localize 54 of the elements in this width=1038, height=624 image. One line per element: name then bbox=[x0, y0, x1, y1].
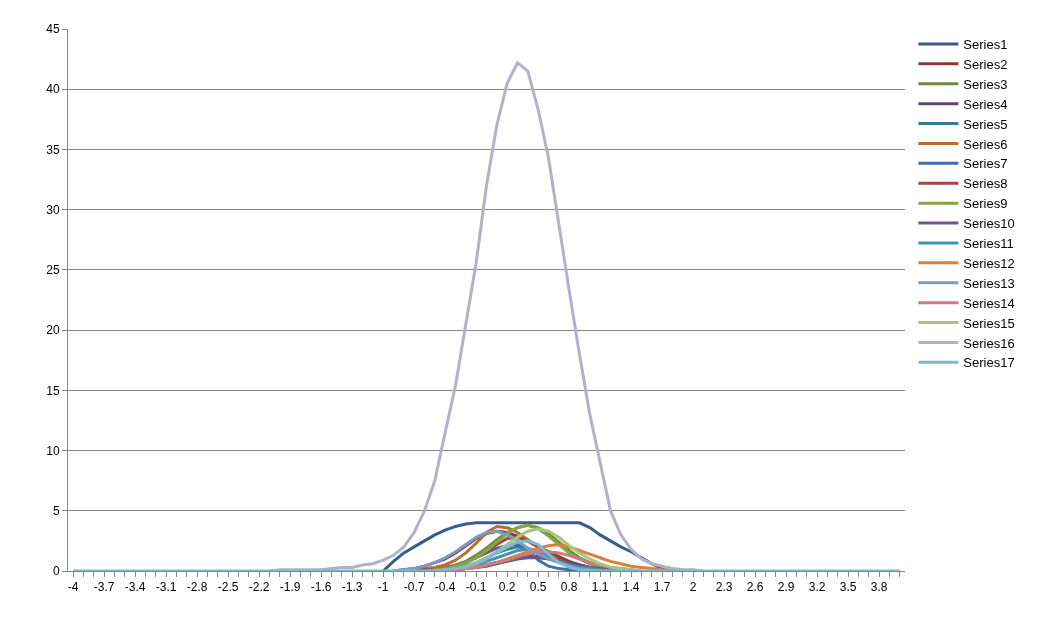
legend-label: Series10 bbox=[963, 216, 1015, 232]
x-tick-label: 3.2 bbox=[808, 580, 826, 595]
x-tick-label: 2.6 bbox=[746, 580, 764, 595]
x-tick-label: -0.1 bbox=[465, 580, 487, 595]
legend-label: Series11 bbox=[963, 236, 1014, 252]
legend-label: Series6 bbox=[963, 136, 1008, 152]
x-tick-label: 1.1 bbox=[591, 580, 609, 595]
x-tick-label: -1 bbox=[377, 580, 389, 595]
x-tick-label: 0.5 bbox=[529, 580, 547, 595]
legend-label: Series5 bbox=[963, 116, 1008, 132]
legend-label: Series8 bbox=[963, 176, 1008, 192]
y-tick-label: 0 bbox=[52, 564, 60, 579]
legend-label: Series15 bbox=[963, 315, 1015, 331]
legend-label: Series1 bbox=[963, 37, 1008, 53]
x-tick-label: 1.7 bbox=[653, 580, 671, 595]
legend-label: Series13 bbox=[963, 275, 1015, 291]
x-tick-label: -2.8 bbox=[186, 580, 208, 595]
legend-label: Series12 bbox=[963, 255, 1015, 271]
x-tick-label: -1.9 bbox=[279, 580, 301, 595]
x-tick-label: -3.7 bbox=[93, 580, 115, 595]
y-tick-label: 5 bbox=[52, 503, 60, 518]
y-tick-label: 35 bbox=[46, 142, 60, 157]
x-tick-label: -0.4 bbox=[434, 580, 456, 595]
x-tick-label: -4 bbox=[67, 580, 79, 595]
x-tick-label: -3.4 bbox=[124, 580, 146, 595]
x-tick-label: -3.1 bbox=[155, 580, 177, 595]
y-tick-label: 45 bbox=[46, 22, 60, 37]
legend-label: Series16 bbox=[963, 335, 1015, 351]
x-tick-label: -1.3 bbox=[341, 580, 363, 595]
legend-label: Series17 bbox=[963, 355, 1015, 371]
x-tick-label: -0.7 bbox=[403, 580, 425, 595]
x-tick-label: -1.6 bbox=[310, 580, 332, 595]
y-tick-label: 10 bbox=[46, 443, 60, 458]
y-tick-label: 15 bbox=[46, 383, 60, 398]
x-tick-label: 0.8 bbox=[560, 580, 578, 595]
legend-label: Series14 bbox=[963, 295, 1015, 311]
x-tick-label: 0.2 bbox=[498, 580, 516, 595]
y-tick-label: 20 bbox=[46, 323, 60, 338]
x-tick-label: 2 bbox=[689, 580, 697, 595]
legend-label: Series3 bbox=[963, 76, 1008, 92]
y-tick-label: 25 bbox=[46, 263, 60, 278]
x-tick-label: 1.4 bbox=[622, 580, 640, 595]
x-tick-label: 3.5 bbox=[839, 580, 857, 595]
y-tick-label: 40 bbox=[46, 82, 60, 97]
legend-label: Series7 bbox=[963, 156, 1008, 172]
legend-label: Series2 bbox=[963, 56, 1008, 72]
y-tick-label: 30 bbox=[46, 202, 60, 217]
x-tick-label: 2.3 bbox=[715, 580, 733, 595]
legend-label: Series9 bbox=[963, 196, 1008, 212]
x-tick-label: -2.5 bbox=[217, 580, 239, 595]
x-tick-label: 2.9 bbox=[777, 580, 795, 595]
legend-label: Series4 bbox=[963, 96, 1008, 112]
x-tick-label: -2.2 bbox=[248, 580, 270, 595]
x-tick-label: 3.8 bbox=[870, 580, 888, 595]
